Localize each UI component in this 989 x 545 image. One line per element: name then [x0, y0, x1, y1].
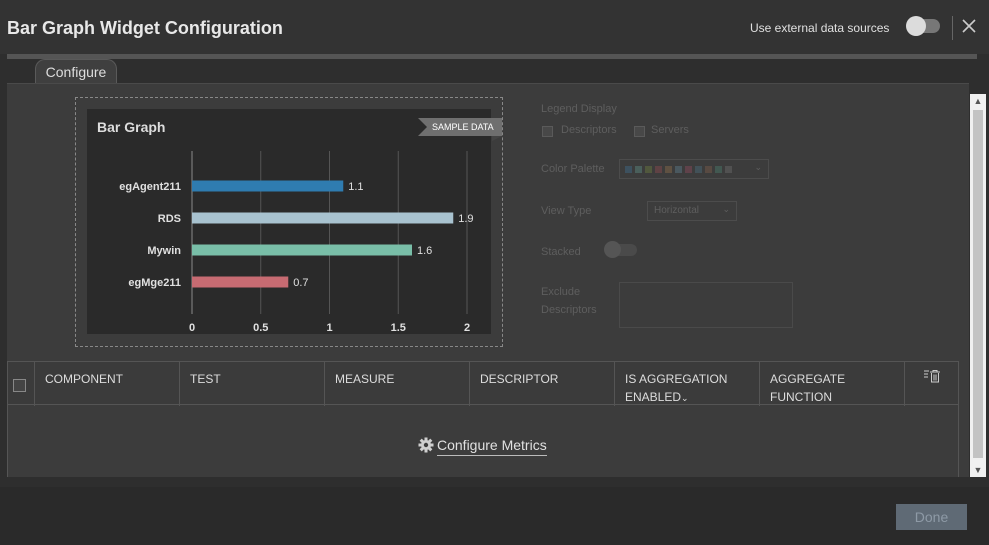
column-header-test[interactable]: TEST — [180, 362, 325, 406]
palette-swatch — [655, 166, 662, 173]
column-header-is-aggregation[interactable]: IS AGGREGATION ENABLED⌄ — [615, 362, 760, 406]
scrollbar-thumb[interactable] — [973, 110, 983, 458]
dialog-footer — [0, 487, 989, 545]
exclude-descriptors-input[interactable] — [619, 282, 793, 328]
legend-display-label: Legend Display — [541, 103, 617, 115]
column-header-aggregate-function[interactable]: AGGREGATE FUNCTION — [760, 362, 905, 406]
palette-swatch — [675, 166, 682, 173]
column-header-measure[interactable]: MEASURE — [325, 362, 470, 406]
palette-swatch — [685, 166, 692, 173]
chart-preview: Bar Graph SAMPLE DATA 0 0.5 1 1.5 2 egAgent21… — [75, 97, 503, 347]
palette-swatch — [725, 166, 732, 173]
dialog-title: Bar Graph Widget Configuration — [7, 18, 283, 38]
data-label: 0.7 — [293, 277, 308, 289]
configure-metrics-link[interactable]: Configure Metrics — [418, 437, 547, 456]
category-label: RDS — [158, 213, 181, 225]
gear-icon — [418, 437, 434, 453]
servers-checkbox[interactable] — [634, 126, 645, 137]
bar — [192, 212, 454, 224]
is-aggregation-line2: ENABLED — [625, 390, 682, 404]
chart-settings: Legend Display Descriptors Servers Color… — [537, 98, 797, 338]
bar — [192, 244, 412, 256]
x-tick-label: 1 — [326, 322, 332, 334]
x-tick-label: 1.5 — [391, 322, 406, 334]
table-header: COMPONENT TEST MEASURE DESCRIPTOR IS AGG… — [7, 361, 960, 406]
palette-swatch — [635, 166, 642, 173]
table-body: Configure Metrics — [7, 405, 959, 477]
x-tick-label: 2 — [464, 322, 470, 334]
category-label: Mywin — [147, 245, 181, 257]
category-label: egMge211 — [128, 277, 181, 289]
bar-graph-widget: Bar Graph SAMPLE DATA 0 0.5 1 1.5 2 egAgent21… — [87, 109, 502, 334]
exclude-label: Exclude — [541, 286, 581, 298]
column-header-descriptor[interactable]: DESCRIPTOR — [470, 362, 615, 406]
stacked-toggle-knob — [604, 241, 621, 258]
scroll-up-arrow[interactable]: ▲ — [973, 96, 983, 106]
metrics-table: COMPONENT TEST MEASURE DESCRIPTOR IS AGG… — [7, 361, 959, 477]
column-header-component[interactable]: COMPONENT — [35, 362, 180, 406]
stacked-toggle[interactable] — [604, 241, 637, 258]
palette-swatch — [625, 166, 632, 173]
select-all-checkbox[interactable] — [13, 379, 26, 392]
header-strip — [7, 54, 977, 59]
data-label: 1.9 — [458, 213, 473, 225]
palette-swatch — [715, 166, 722, 173]
aggregate-function-line1: AGGREGATE — [770, 372, 846, 386]
configure-metrics-label: Configure Metrics — [437, 437, 547, 456]
toggle-knob — [906, 16, 926, 36]
external-sources-toggle[interactable] — [906, 16, 940, 36]
descriptors-label: Descriptors — [561, 124, 617, 136]
palette-swatch — [695, 166, 702, 173]
is-aggregation-line1: IS AGGREGATION — [625, 372, 728, 386]
x-tick-label: 0 — [189, 322, 195, 334]
palette-swatch — [645, 166, 652, 173]
exclude-descriptors-label: Descriptors — [541, 304, 597, 316]
data-label: 1.1 — [348, 181, 363, 193]
sample-data-ribbon: SAMPLE DATA — [418, 118, 502, 136]
header-divider — [952, 16, 953, 40]
servers-label: Servers — [651, 124, 689, 136]
bar-chart: 0 0.5 1 1.5 2 egAgent211 1.1 RDS 1.9 Mywin 1.6 egMg… — [119, 151, 474, 334]
done-button[interactable]: Done — [896, 504, 967, 530]
bar — [192, 180, 344, 192]
ribbon-fold — [492, 136, 502, 141]
column-actions-cell — [905, 362, 960, 406]
aggregate-function-line2: FUNCTION — [770, 390, 832, 404]
chart-title: Bar Graph — [97, 119, 166, 135]
color-palette-dropdown[interactable]: ⌄ — [619, 159, 769, 179]
configure-panel: Bar Graph SAMPLE DATA 0 0.5 1 1.5 2 egAgent21… — [7, 84, 969, 477]
view-type-dropdown[interactable]: Horizontal ⌄ — [647, 201, 737, 221]
stacked-label: Stacked — [541, 246, 581, 258]
chevron-down-icon: ⌄ — [754, 162, 762, 172]
vertical-scrollbar[interactable]: ▲ ▼ — [970, 94, 986, 477]
tab-underline — [7, 83, 969, 84]
scroll-down-arrow[interactable]: ▼ — [973, 465, 983, 475]
select-all-cell — [8, 362, 35, 406]
x-tick-label: 0.5 — [253, 322, 268, 334]
close-icon[interactable] — [961, 18, 977, 34]
bar — [192, 276, 289, 288]
color-palette-label: Color Palette — [541, 163, 605, 175]
tab-configure[interactable]: Configure — [35, 59, 117, 84]
view-type-value: Horizontal — [654, 205, 700, 216]
palette-swatch — [665, 166, 672, 173]
delete-icon[interactable] — [923, 369, 941, 383]
view-type-label: View Type — [541, 205, 592, 217]
data-label: 1.6 — [417, 245, 432, 257]
chevron-down-icon: ⌄ — [722, 204, 730, 214]
palette-swatch — [705, 166, 712, 173]
dialog-header: Bar Graph Widget Configuration Use exter… — [0, 0, 989, 54]
descriptors-checkbox[interactable] — [542, 126, 553, 137]
sort-icon: ⌄ — [681, 393, 689, 403]
category-label: egAgent211 — [119, 181, 181, 193]
external-sources-label: Use external data sources — [750, 21, 890, 35]
